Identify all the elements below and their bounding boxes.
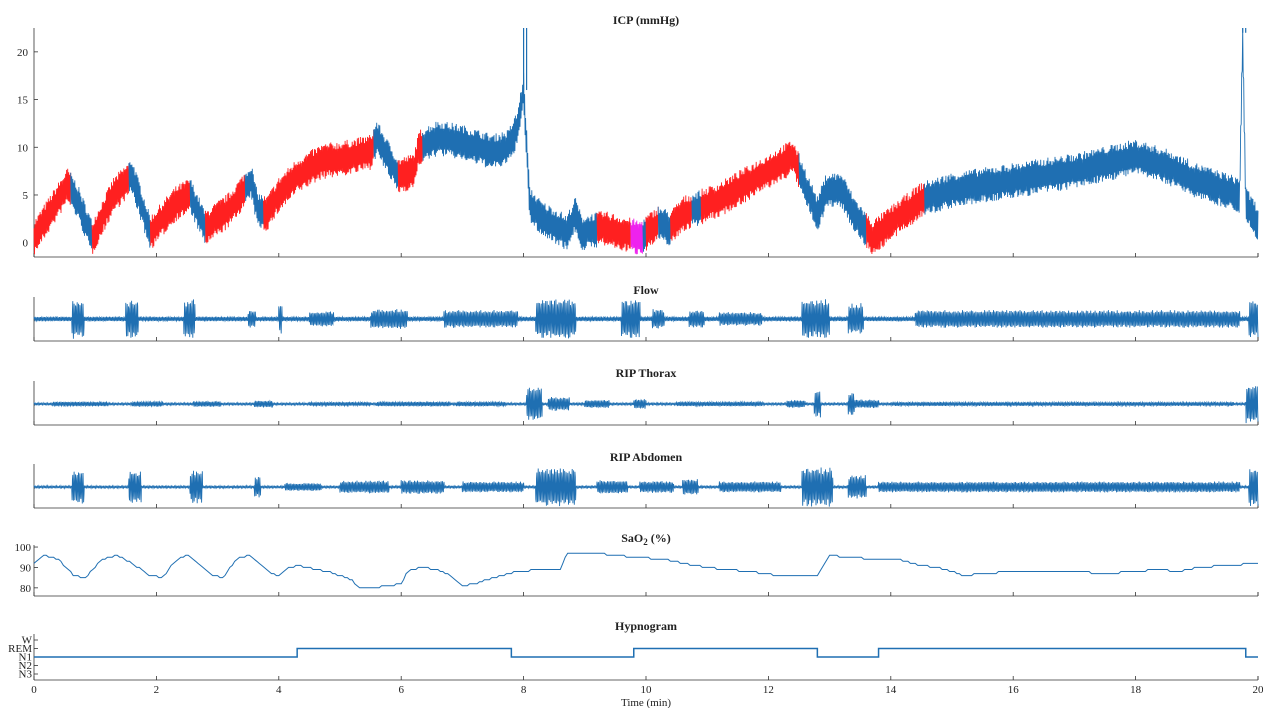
icp-magenta-segment: [630, 218, 644, 255]
stage-label-n3: N3: [19, 669, 33, 681]
panel-icp: ICP (mmHg) 0 5 10 15 20: [17, 13, 1259, 258]
panel-title-rip-abdomen: RIP Abdomen: [610, 450, 683, 464]
icp-red-segment: [865, 183, 925, 255]
stage-label-w: W: [22, 635, 33, 647]
trace-flow: [33, 299, 1259, 339]
trace-rip-thorax: [33, 386, 1259, 424]
x-tick-label-9: 18: [1130, 684, 1142, 696]
y-tick-label-icp-4: 20: [17, 47, 29, 59]
x-tick-label-10: 20: [1253, 684, 1263, 696]
stage-label-rem: REM: [8, 643, 32, 655]
icp-blue-segment: [798, 153, 867, 246]
rip-abdomen-line: [33, 467, 1259, 507]
icp-blue-segment: [422, 72, 598, 251]
axes-sao2: 80 90 100: [15, 542, 1259, 597]
y-tick-label-icp-1: 5: [23, 190, 29, 202]
stage-label-n1: N1: [19, 652, 32, 664]
icp-red-segment: [149, 180, 191, 248]
panel-title-flow: Flow: [633, 283, 659, 297]
icp-blue-segment: [373, 122, 399, 189]
panel-title-hypnogram: Hypnogram: [615, 619, 677, 633]
flow-line: [33, 299, 1259, 339]
panel-title-rip-thorax: RIP Thorax: [616, 366, 677, 380]
icp-blue-segment: [244, 168, 264, 228]
icp-blue-segment: [128, 162, 151, 248]
icp-red-segment: [91, 163, 130, 254]
icp-red-segment: [263, 129, 375, 231]
rip-thorax-line: [33, 386, 1259, 424]
y-tick-label-icp-0: 0: [23, 238, 29, 250]
x-tick-label-7: 14: [885, 684, 897, 696]
panel-flow: Flow: [33, 283, 1259, 342]
x-tick-label-0: 0: [31, 684, 37, 696]
panel-title-icp: ICP (mmHg): [613, 13, 679, 27]
icp-red-segment: [596, 211, 632, 252]
icp-red-segment: [397, 129, 424, 193]
x-tick-label-2: 4: [276, 684, 282, 696]
y-tick-label-sao2-1: 90: [20, 562, 32, 574]
sao2-line: [33, 552, 1258, 589]
icp-red-segment: [204, 174, 246, 244]
x-tick-label-1: 2: [154, 684, 160, 696]
x-tick-label-5: 10: [641, 684, 653, 696]
axes-icp: 0 5 10 15 20: [17, 28, 1259, 258]
trace-hypnogram: [34, 647, 1258, 658]
stage-label-n2: N2: [19, 660, 32, 672]
icp-blue-segment: [924, 27, 1259, 240]
icp-red-segment: [645, 206, 659, 251]
icp-red-segment: [700, 141, 800, 225]
icp-red-segment: [33, 168, 72, 255]
x-tick-label-8: 16: [1008, 684, 1020, 696]
y-tick-label-sao2-0: 80: [20, 583, 32, 595]
x-tick-label-3: 6: [398, 684, 404, 696]
icp-blue-segment: [70, 172, 93, 249]
y-tick-label-icp-2: 10: [17, 142, 29, 154]
x-axis-label: Time (min): [621, 697, 671, 708]
icp-blue-segment: [189, 180, 206, 243]
panel-sao2: SaO2 (%) 80 90 100: [15, 531, 1259, 597]
trace-sao2: [33, 552, 1258, 589]
icp-blue-segment: [691, 190, 702, 226]
panel-rip-abdomen: RIP Abdomen: [33, 450, 1259, 509]
trace-rip-abdomen: [33, 467, 1259, 507]
hypnogram-line: [34, 647, 1258, 658]
panel-rip-thorax: RIP Thorax: [33, 366, 1259, 426]
icp-blue-segment: [642, 216, 647, 252]
y-tick-label-icp-3: 15: [17, 95, 29, 107]
panel-title-sao2: SaO2 (%): [621, 531, 671, 547]
x-tick-label-4: 8: [521, 684, 527, 696]
x-tick-label-6: 12: [763, 684, 774, 696]
icp-blue-segment: [657, 206, 671, 246]
trace-icp: [33, 27, 1259, 255]
x-axis: 0 2 4 6 8 10 12 14 16 18 20: [31, 684, 1263, 696]
icp-red-segment: [670, 195, 693, 241]
y-tick-label-sao2-2: 100: [15, 542, 32, 554]
